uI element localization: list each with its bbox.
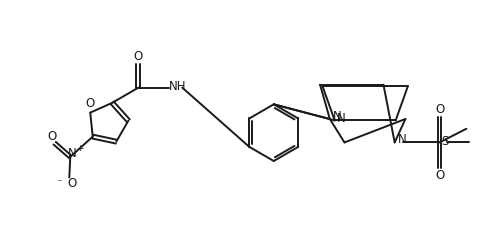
Text: NH: NH [168, 80, 186, 93]
Text: O: O [434, 169, 443, 182]
Text: O: O [134, 50, 143, 63]
Text: ⁻: ⁻ [57, 178, 62, 188]
Text: S: S [441, 135, 448, 148]
Text: O: O [47, 130, 56, 143]
Text: O: O [434, 103, 443, 116]
Text: N: N [397, 134, 406, 147]
Text: N: N [68, 148, 77, 160]
Text: O: O [85, 97, 95, 110]
Text: N: N [336, 112, 345, 125]
Text: O: O [67, 177, 76, 190]
Text: N: N [332, 110, 341, 123]
Text: +: + [76, 143, 83, 153]
